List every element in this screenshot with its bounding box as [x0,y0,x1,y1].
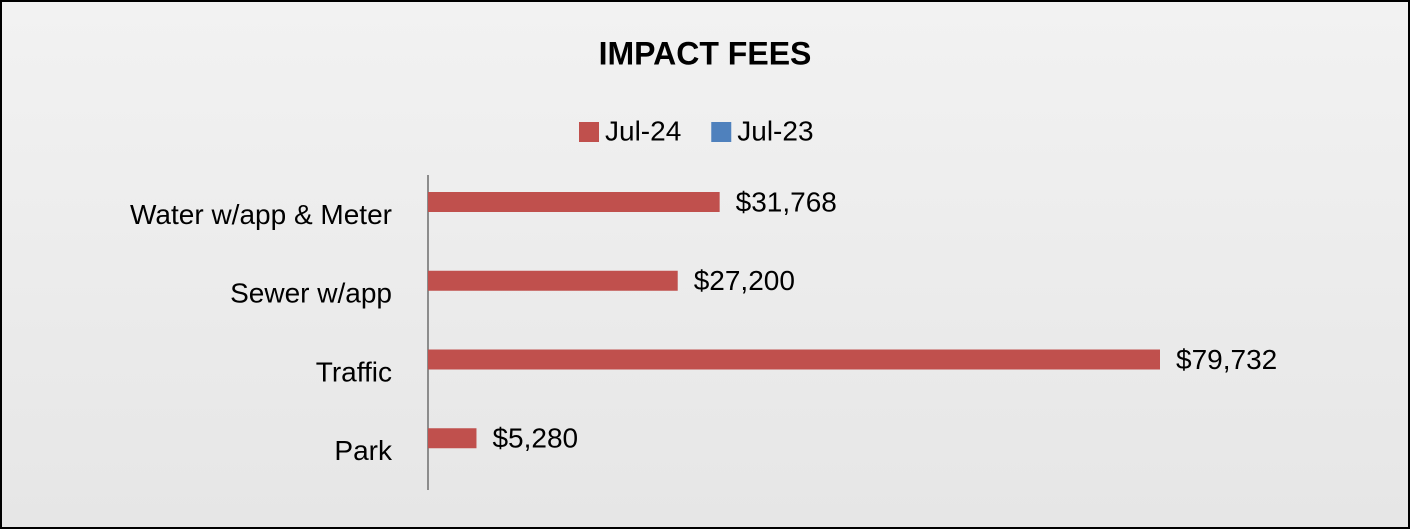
bar [428,192,720,212]
data-label: $27,200 [694,265,795,296]
bar [428,428,477,449]
data-label: $31,768 [736,186,837,217]
legend-swatch [711,122,732,142]
chart-title: IMPACT FEES [599,35,812,71]
legend-swatch [579,122,599,142]
category-label: Park [334,435,393,466]
category-label: Sewer w/app [230,278,392,309]
bar [428,349,1160,370]
data-label: $5,280 [492,423,578,454]
legend-label: Jul-24 [605,115,681,146]
legend-label: Jul-23 [737,115,813,146]
data-label: $79,732 [1176,344,1277,375]
category-label: Water w/app & Meter [130,199,392,230]
category-label: Traffic [316,356,392,387]
bar [428,270,678,291]
